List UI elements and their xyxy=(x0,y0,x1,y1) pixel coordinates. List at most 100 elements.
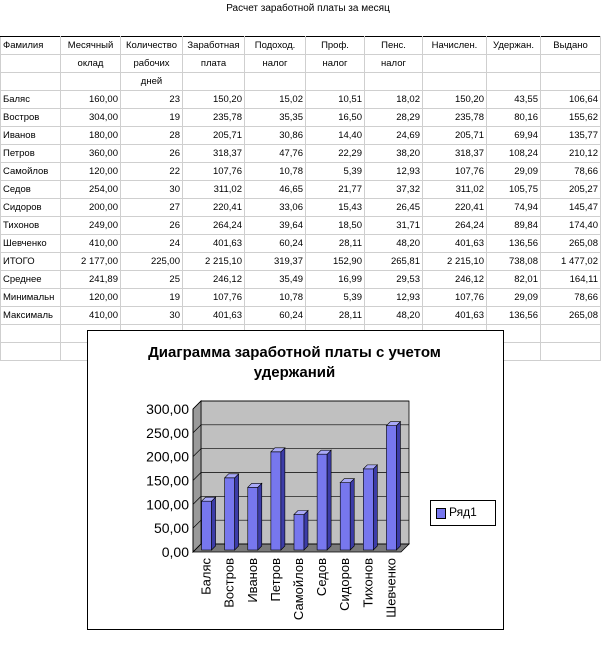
value-cell[interactable]: 89,84 xyxy=(486,216,541,235)
total-value-cell[interactable]: 2 215,10 xyxy=(422,252,487,271)
stat-value-cell[interactable]: 265,08 xyxy=(540,306,601,325)
value-cell[interactable]: 24,69 xyxy=(364,126,423,145)
value-cell[interactable]: 10,78 xyxy=(244,162,306,181)
value-cell[interactable]: 136,56 xyxy=(486,234,541,253)
employee-name-cell[interactable]: Тихонов xyxy=(0,216,61,235)
value-cell[interactable]: 37,32 xyxy=(364,180,423,199)
value-cell[interactable]: 12,93 xyxy=(364,162,423,181)
column-header[interactable]: рабочих xyxy=(120,54,183,73)
value-cell[interactable]: 10,51 xyxy=(305,90,365,109)
empty-cell[interactable] xyxy=(540,342,601,361)
value-cell[interactable]: 22,29 xyxy=(305,144,365,163)
total-value-cell[interactable]: 2 215,10 xyxy=(182,252,245,271)
column-header[interactable]: налог xyxy=(244,54,306,73)
value-cell[interactable]: 107,76 xyxy=(182,162,245,181)
value-cell[interactable]: 33,06 xyxy=(244,198,306,217)
value-cell[interactable]: 35,35 xyxy=(244,108,306,127)
value-cell[interactable]: 26 xyxy=(120,216,183,235)
stat-value-cell[interactable]: 12,93 xyxy=(364,288,423,307)
column-header[interactable]: Выдано xyxy=(540,36,601,55)
total-label-cell[interactable]: ИТОГО xyxy=(0,252,61,271)
column-header[interactable] xyxy=(540,54,601,73)
stat-value-cell[interactable]: 10,78 xyxy=(244,288,306,307)
value-cell[interactable]: 107,76 xyxy=(422,162,487,181)
value-cell[interactable]: 28,29 xyxy=(364,108,423,127)
value-cell[interactable]: 47,76 xyxy=(244,144,306,163)
stat-value-cell[interactable]: 401,63 xyxy=(182,306,245,325)
value-cell[interactable]: 120,00 xyxy=(60,162,121,181)
column-header[interactable]: Количество xyxy=(120,36,183,55)
value-cell[interactable]: 43,55 xyxy=(486,90,541,109)
value-cell[interactable]: 401,63 xyxy=(422,234,487,253)
value-cell[interactable]: 15,02 xyxy=(244,90,306,109)
value-cell[interactable]: 74,94 xyxy=(486,198,541,217)
column-header[interactable]: налог xyxy=(305,54,365,73)
empty-cell[interactable] xyxy=(0,324,61,343)
employee-name-cell[interactable]: Самойлов xyxy=(0,162,61,181)
total-value-cell[interactable]: 225,00 xyxy=(120,252,183,271)
value-cell[interactable]: 48,20 xyxy=(364,234,423,253)
stat-value-cell[interactable]: 30 xyxy=(120,306,183,325)
stat-value-cell[interactable]: 48,20 xyxy=(364,306,423,325)
value-cell[interactable]: 29,09 xyxy=(486,162,541,181)
value-cell[interactable]: 18,50 xyxy=(305,216,365,235)
bar-chart[interactable]: 0,00 50,00 100,00 150,00 200,00 250,00 300,00 Б… xyxy=(87,330,502,628)
value-cell[interactable]: 360,00 xyxy=(60,144,121,163)
value-cell[interactable]: 30 xyxy=(120,180,183,199)
total-value-cell[interactable]: 1 477,02 xyxy=(540,252,601,271)
stat-label-cell[interactable]: Минимальн xyxy=(0,288,61,307)
column-header[interactable] xyxy=(60,72,121,91)
value-cell[interactable]: 145,47 xyxy=(540,198,601,217)
value-cell[interactable]: 108,24 xyxy=(486,144,541,163)
total-value-cell[interactable]: 152,90 xyxy=(305,252,365,271)
value-cell[interactable]: 60,24 xyxy=(244,234,306,253)
value-cell[interactable]: 235,78 xyxy=(422,108,487,127)
value-cell[interactable]: 15,43 xyxy=(305,198,365,217)
value-cell[interactable]: 318,37 xyxy=(182,144,245,163)
value-cell[interactable]: 249,00 xyxy=(60,216,121,235)
column-header[interactable]: плата xyxy=(182,54,245,73)
value-cell[interactable]: 254,00 xyxy=(60,180,121,199)
column-header[interactable]: Начислен. xyxy=(422,36,487,55)
employee-name-cell[interactable]: Сидоров xyxy=(0,198,61,217)
empty-cell[interactable] xyxy=(540,324,601,343)
value-cell[interactable]: 26,45 xyxy=(364,198,423,217)
stat-value-cell[interactable]: 5,39 xyxy=(305,288,365,307)
employee-name-cell[interactable]: Востров xyxy=(0,108,61,127)
stat-value-cell[interactable]: 241,89 xyxy=(60,270,121,289)
value-cell[interactable]: 318,37 xyxy=(422,144,487,163)
value-cell[interactable]: 205,71 xyxy=(422,126,487,145)
value-cell[interactable]: 220,41 xyxy=(182,198,245,217)
stat-value-cell[interactable]: 60,24 xyxy=(244,306,306,325)
value-cell[interactable]: 46,65 xyxy=(244,180,306,199)
value-cell[interactable]: 265,08 xyxy=(540,234,601,253)
value-cell[interactable]: 160,00 xyxy=(60,90,121,109)
stat-label-cell[interactable]: Максималь xyxy=(0,306,61,325)
column-header[interactable] xyxy=(0,72,61,91)
value-cell[interactable]: 311,02 xyxy=(182,180,245,199)
value-cell[interactable]: 155,62 xyxy=(540,108,601,127)
column-header[interactable] xyxy=(182,72,245,91)
employee-name-cell[interactable]: Иванов xyxy=(0,126,61,145)
value-cell[interactable]: 264,24 xyxy=(422,216,487,235)
column-header[interactable] xyxy=(540,72,601,91)
stat-value-cell[interactable]: 410,00 xyxy=(60,306,121,325)
column-header[interactable]: Пенс. xyxy=(364,36,423,55)
value-cell[interactable]: 235,78 xyxy=(182,108,245,127)
empty-cell[interactable] xyxy=(0,342,61,361)
stat-value-cell[interactable]: 401,63 xyxy=(422,306,487,325)
value-cell[interactable]: 205,27 xyxy=(540,180,601,199)
value-cell[interactable]: 19 xyxy=(120,108,183,127)
value-cell[interactable]: 174,40 xyxy=(540,216,601,235)
column-header[interactable]: Фамилия xyxy=(0,36,61,55)
employee-name-cell[interactable]: Баляс xyxy=(0,90,61,109)
value-cell[interactable]: 105,75 xyxy=(486,180,541,199)
column-header[interactable]: Месячный xyxy=(60,36,121,55)
value-cell[interactable]: 78,66 xyxy=(540,162,601,181)
value-cell[interactable]: 205,71 xyxy=(182,126,245,145)
value-cell[interactable]: 401,63 xyxy=(182,234,245,253)
column-header[interactable]: Проф. xyxy=(305,36,365,55)
stat-value-cell[interactable]: 136,56 xyxy=(486,306,541,325)
stat-value-cell[interactable]: 78,66 xyxy=(540,288,601,307)
value-cell[interactable]: 410,00 xyxy=(60,234,121,253)
